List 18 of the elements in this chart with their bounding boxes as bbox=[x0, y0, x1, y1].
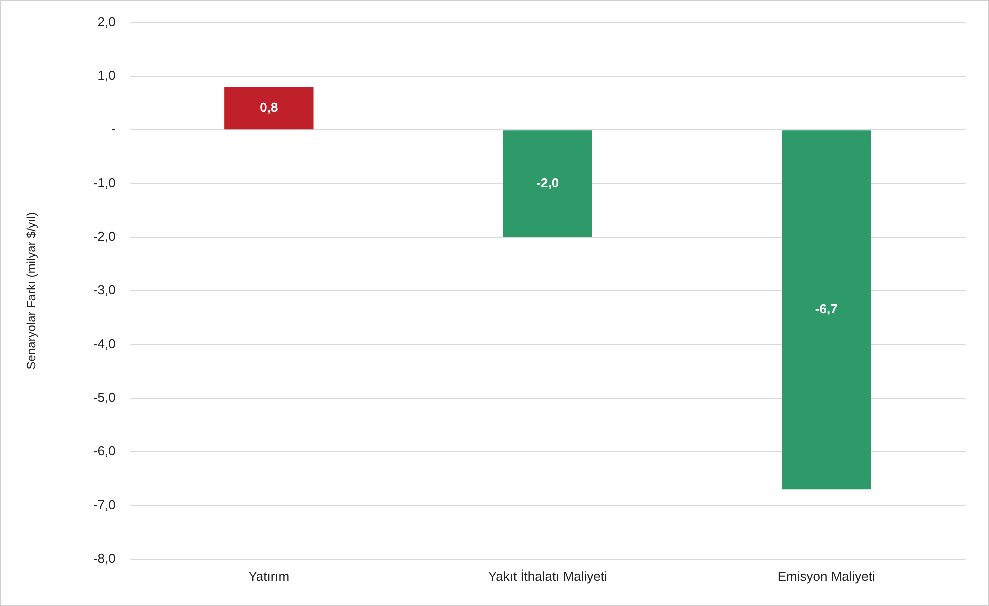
y-tick-label: -8,0 bbox=[93, 550, 116, 566]
y-tick-label: -3,0 bbox=[93, 282, 116, 298]
y-axis-title: Senaryolar Farkı (milyar $/yıl) bbox=[24, 212, 39, 370]
x-tick-label: Yakıt İthalatı Maliyeti bbox=[488, 568, 608, 584]
y-tick-label: -1,0 bbox=[93, 175, 116, 190]
y-tick-label: -2,0 bbox=[93, 229, 116, 244]
x-tick-label: Emisyon Maliyeti bbox=[778, 568, 876, 584]
y-tick-label: 1,0 bbox=[98, 68, 116, 84]
x-tick-label: Yatırım bbox=[248, 568, 290, 584]
y-tick-label: -5,0 bbox=[93, 390, 116, 405]
data-label: -2,0 bbox=[536, 176, 560, 191]
data-label: -6,7 bbox=[815, 302, 838, 317]
y-tick-label: -7,0 bbox=[93, 497, 116, 512]
y-tick-label: -4,0 bbox=[93, 336, 116, 352]
y-tick-label: 2,0 bbox=[98, 14, 116, 30]
y-tick-label: -6,0 bbox=[93, 444, 116, 459]
data-label: 0,8 bbox=[260, 100, 278, 115]
y-tick-label: - bbox=[111, 122, 116, 137]
